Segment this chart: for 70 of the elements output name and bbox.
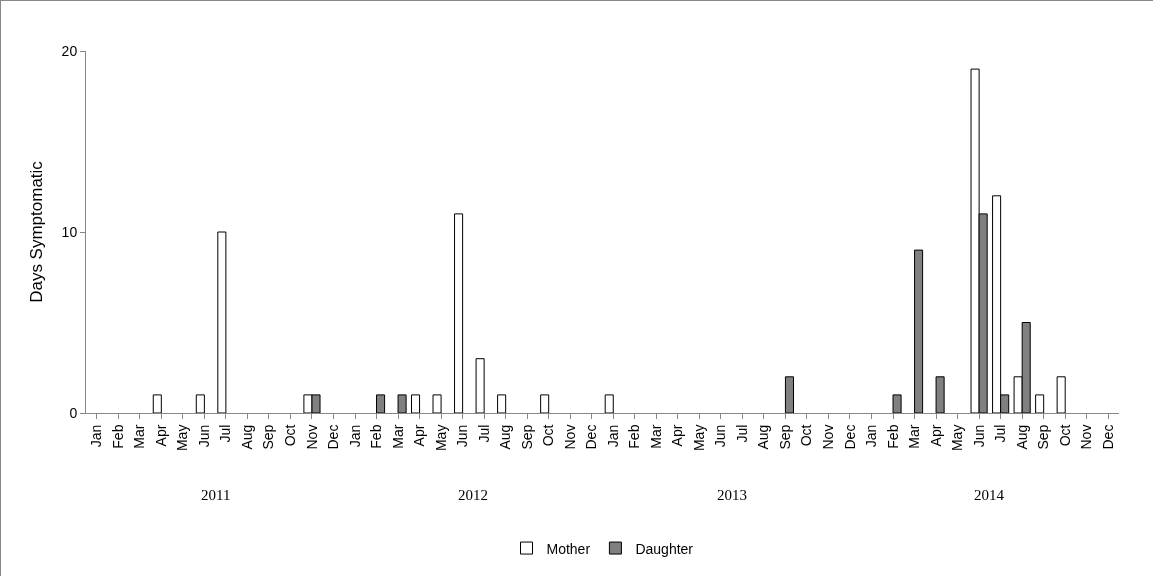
x-tick-label: May [174,424,191,452]
x-tick-label: Nov [820,424,837,450]
legend-label: Daughter [635,540,694,557]
x-tick-label: Oct [540,424,557,447]
bar [152,394,162,413]
x-tick-label: Dec [325,424,342,450]
x-tick-label: Jan [863,424,880,448]
x-tick-label: Sep [1035,424,1052,450]
y-tick-label: 10 [61,223,78,240]
x-tick-label: Aug [238,424,255,450]
bar [604,394,614,413]
text: 2014 [974,487,1005,503]
y-axis-title: Days Symptomatic [27,160,46,303]
bar [1035,394,1045,413]
x-tick-label: Dec [583,424,600,450]
x-tick-label: Mar [389,424,406,449]
x-tick-label: Feb [626,424,643,449]
text: 2011 [201,487,231,503]
x-tick-label: Jul [217,424,234,443]
x-tick-label: Jul [475,424,492,443]
x-tick-label: Aug [1013,424,1030,450]
x-tick-label: Jun [454,424,471,448]
x-tick-label: Jul [992,424,1009,443]
bar [475,358,485,413]
x-tick-label: Jun [970,424,987,448]
x-tick-label: Jan [346,424,363,448]
x-tick-label: Mar [647,424,664,449]
x-tick-label: Oct [282,424,298,447]
x-tick-label: Apr [927,424,944,447]
x-tick-label: Jan [604,424,621,448]
x-tick-label: Nov [1078,424,1095,450]
text: 2013 [717,487,747,503]
x-tick-label: Apr [411,424,428,447]
x-tick-label: Jun [712,424,729,448]
x-tick-label: Sep [776,424,793,450]
x-tick-label: Dec [1099,424,1116,450]
x-tick-label: May [432,424,449,452]
x-tick-label: May [690,424,707,452]
bar [497,394,507,413]
x-tick-label: Sep [260,424,277,450]
bar [432,394,442,413]
x-tick-label: Apr [669,424,686,447]
x-tick-label: Oct [798,424,815,447]
bar [217,231,227,413]
x-tick-label: Sep [518,424,535,450]
x-tick-label: Jun [195,424,212,448]
x-tick-label: May [949,424,966,452]
text: 2012 [458,487,488,503]
x-tick-label: Feb [368,424,385,449]
x-tick-label: Mar [131,424,148,449]
x-tick-label: Jul [733,424,750,443]
x-tick-label: Dec [841,424,858,450]
bar [540,394,550,413]
legend-label: Mother [546,540,591,557]
y-tick-label: 20 [61,42,78,59]
x-tick-label: Aug [497,424,514,450]
x-tick-label: Mar [906,424,923,449]
x-tick-label: Jan [88,424,105,448]
x-tick-label: Oct [1056,424,1073,447]
bar [195,394,205,413]
bar [411,394,421,413]
y-tick-label: 0 [69,404,78,421]
x-tick-label: Feb [884,424,901,449]
x-tick-label: Feb [109,424,126,449]
bar [1056,376,1066,413]
x-tick-label: Nov [561,424,578,450]
x-tick-label: Apr [152,424,169,447]
x-tick-label: Aug [755,424,772,450]
bar [454,213,464,413]
x-tick-label: Nov [303,424,320,450]
